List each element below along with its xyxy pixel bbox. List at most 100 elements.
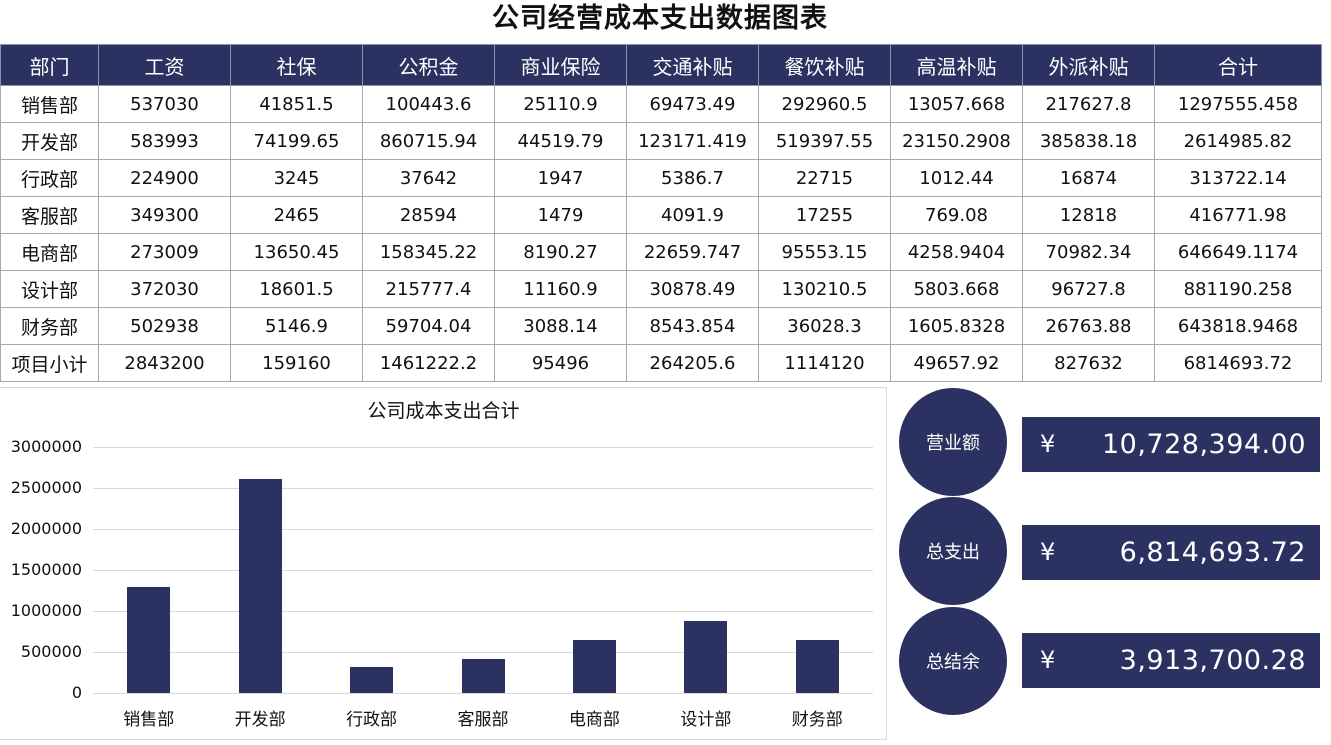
bar[interactable] xyxy=(795,640,839,693)
value-cell[interactable]: 13057.668 xyxy=(890,85,1023,123)
value-cell[interactable]: 11160.9 xyxy=(494,270,627,308)
value-cell[interactable]: 159160 xyxy=(230,344,363,382)
value-cell[interactable]: 74199.65 xyxy=(230,122,363,160)
value-cell[interactable]: 12818 xyxy=(1022,196,1155,234)
bar[interactable] xyxy=(684,620,728,693)
value-cell[interactable]: 2843200 xyxy=(98,344,231,382)
value-cell[interactable]: 70982.34 xyxy=(1022,233,1155,271)
bar[interactable] xyxy=(238,478,282,693)
value-cell[interactable]: 100443.6 xyxy=(362,85,495,123)
value-cell[interactable]: 26763.88 xyxy=(1022,307,1155,345)
y-axis-tick-label: 1500000 xyxy=(10,560,82,579)
department-cell[interactable]: 开发部 xyxy=(0,122,99,160)
value-cell[interactable]: 769.08 xyxy=(890,196,1023,234)
value-cell[interactable]: 1012.44 xyxy=(890,159,1023,197)
table-row: 设计部 372030 18601.5 215777.4 11160.9 30878.49 1… xyxy=(0,270,1322,308)
value-cell[interactable]: 264205.6 xyxy=(626,344,759,382)
value-cell[interactable]: 37642 xyxy=(362,159,495,197)
value-cell[interactable]: 23150.2908 xyxy=(890,122,1023,160)
bar[interactable] xyxy=(127,586,171,693)
value-cell[interactable]: 17255 xyxy=(758,196,891,234)
value-cell[interactable]: 1297555.458 xyxy=(1154,85,1322,123)
value-cell[interactable]: 1461222.2 xyxy=(362,344,495,382)
value-cell[interactable]: 2465 xyxy=(230,196,363,234)
value-cell[interactable]: 3088.14 xyxy=(494,307,627,345)
value-cell[interactable]: 385838.18 xyxy=(1022,122,1155,160)
value-cell[interactable]: 158345.22 xyxy=(362,233,495,271)
value-cell[interactable]: 537030 xyxy=(98,85,231,123)
gridline xyxy=(93,447,873,448)
kpi-value-card: ¥6,814,693.72 xyxy=(1022,525,1320,580)
department-cell[interactable]: 行政部 xyxy=(0,159,99,197)
value-cell[interactable]: 123171.419 xyxy=(626,122,759,160)
value-cell[interactable]: 1605.8328 xyxy=(890,307,1023,345)
value-cell[interactable]: 5386.7 xyxy=(626,159,759,197)
value-cell[interactable]: 1479 xyxy=(494,196,627,234)
value-cell[interactable]: 18601.5 xyxy=(230,270,363,308)
value-cell[interactable]: 28594 xyxy=(362,196,495,234)
value-cell[interactable]: 273009 xyxy=(98,233,231,271)
value-cell[interactable]: 36028.3 xyxy=(758,307,891,345)
value-cell[interactable]: 25110.9 xyxy=(494,85,627,123)
value-cell[interactable]: 5146.9 xyxy=(230,307,363,345)
value-cell[interactable]: 1114120 xyxy=(758,344,891,382)
value-cell[interactable]: 3245 xyxy=(230,159,363,197)
kpi-value: 6,814,693.72 xyxy=(1119,537,1306,568)
value-cell[interactable]: 292960.5 xyxy=(758,85,891,123)
value-cell[interactable]: 4258.9404 xyxy=(890,233,1023,271)
department-cell[interactable]: 项目小计 xyxy=(0,344,99,382)
x-axis-tick-label: 财务部 xyxy=(791,710,843,730)
value-cell[interactable]: 8190.27 xyxy=(494,233,627,271)
value-cell[interactable]: 30878.49 xyxy=(626,270,759,308)
table-row: 电商部 273009 13650.45 158345.22 8190.27 22659.7… xyxy=(0,233,1322,271)
value-cell[interactable]: 8543.854 xyxy=(626,307,759,345)
x-axis-tick-label: 销售部 xyxy=(123,710,175,730)
value-cell[interactable]: 95496 xyxy=(494,344,627,382)
value-cell[interactable]: 519397.55 xyxy=(758,122,891,160)
value-cell[interactable]: 59704.04 xyxy=(362,307,495,345)
department-cell[interactable]: 设计部 xyxy=(0,270,99,308)
value-cell[interactable]: 96727.8 xyxy=(1022,270,1155,308)
value-cell[interactable]: 646649.1174 xyxy=(1154,233,1322,271)
value-cell[interactable]: 44519.79 xyxy=(494,122,627,160)
bar[interactable] xyxy=(350,667,394,693)
value-cell[interactable]: 1947 xyxy=(494,159,627,197)
value-cell[interactable]: 16874 xyxy=(1022,159,1155,197)
value-cell[interactable]: 4091.9 xyxy=(626,196,759,234)
value-cell[interactable]: 860715.94 xyxy=(362,122,495,160)
value-cell[interactable]: 2614985.82 xyxy=(1154,122,1322,160)
value-cell[interactable]: 95553.15 xyxy=(758,233,891,271)
kpi-value-card: ¥10,728,394.00 xyxy=(1022,417,1320,472)
bar[interactable] xyxy=(461,658,505,693)
value-cell[interactable]: 5803.668 xyxy=(890,270,1023,308)
value-cell[interactable]: 6814693.72 xyxy=(1154,344,1322,382)
department-cell[interactable]: 电商部 xyxy=(0,233,99,271)
value-cell[interactable]: 49657.92 xyxy=(890,344,1023,382)
bar[interactable] xyxy=(572,639,616,693)
value-cell[interactable]: 215777.4 xyxy=(362,270,495,308)
value-cell[interactable]: 313722.14 xyxy=(1154,159,1322,197)
value-cell[interactable]: 643818.9468 xyxy=(1154,307,1322,345)
value-cell[interactable]: 583993 xyxy=(98,122,231,160)
x-axis-tick-label: 电商部 xyxy=(568,710,620,730)
value-cell[interactable]: 372030 xyxy=(98,270,231,308)
department-cell[interactable]: 财务部 xyxy=(0,307,99,345)
value-cell[interactable]: 827632 xyxy=(1022,344,1155,382)
value-cell[interactable]: 22715 xyxy=(758,159,891,197)
value-cell[interactable]: 349300 xyxy=(98,196,231,234)
value-cell[interactable]: 22659.747 xyxy=(626,233,759,271)
table-row: 销售部 537030 41851.5 100443.6 25110.9 69473.49 2… xyxy=(0,85,1322,123)
value-cell[interactable]: 224900 xyxy=(98,159,231,197)
y-axis-tick-label: 2000000 xyxy=(10,519,82,538)
value-cell[interactable]: 130210.5 xyxy=(758,270,891,308)
value-cell[interactable]: 217627.8 xyxy=(1022,85,1155,123)
department-cell[interactable]: 客服部 xyxy=(0,196,99,234)
value-cell[interactable]: 13650.45 xyxy=(230,233,363,271)
value-cell[interactable]: 41851.5 xyxy=(230,85,363,123)
department-cell[interactable]: 销售部 xyxy=(0,85,99,123)
value-cell[interactable]: 881190.258 xyxy=(1154,270,1322,308)
value-cell[interactable]: 502938 xyxy=(98,307,231,345)
value-cell[interactable]: 416771.98 xyxy=(1154,196,1322,234)
column-header: 工资 xyxy=(98,44,231,86)
value-cell[interactable]: 69473.49 xyxy=(626,85,759,123)
